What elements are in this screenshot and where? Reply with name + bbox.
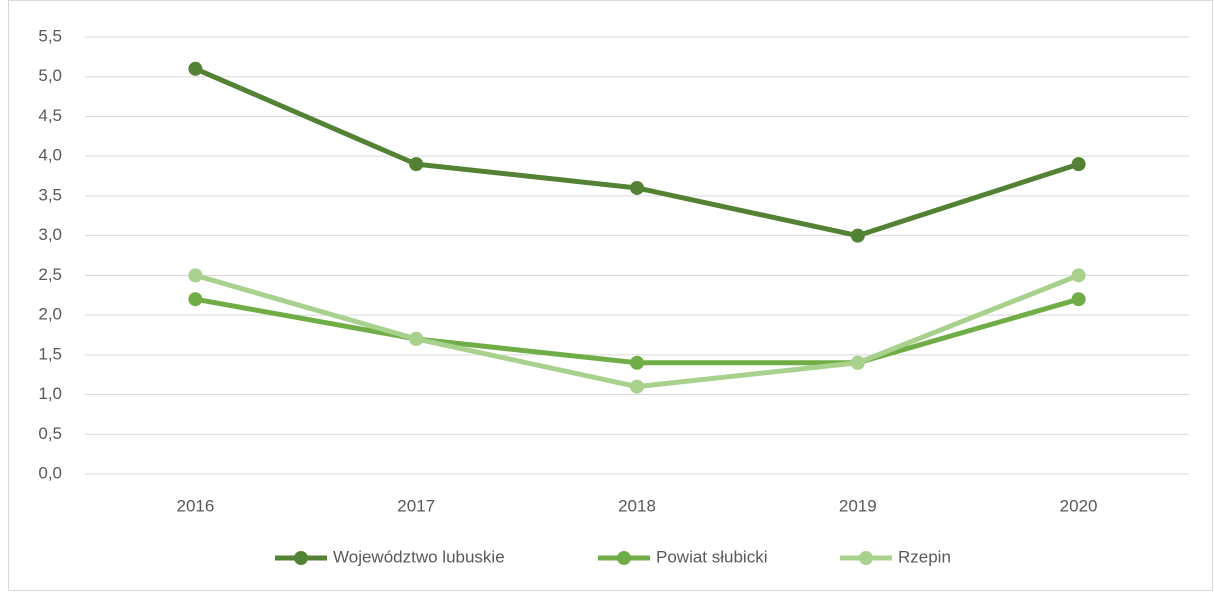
data-point	[188, 61, 203, 76]
data-point	[630, 180, 644, 195]
data-point	[1071, 292, 1086, 307]
legend-label: Powiat słubicki	[656, 547, 768, 566]
y-tick-label: 0,5	[38, 424, 62, 443]
y-tick-label: 2,0	[38, 305, 62, 324]
data-point	[188, 268, 203, 283]
chart-frame	[8, 0, 1213, 591]
legend-marker	[294, 551, 308, 565]
data-point	[409, 331, 424, 346]
x-tick-label: 2019	[839, 496, 877, 515]
data-point	[630, 355, 644, 370]
data-point	[1071, 157, 1086, 172]
data-point	[409, 157, 424, 172]
data-point	[630, 379, 644, 394]
data-point	[188, 292, 203, 307]
y-tick-label: 5,0	[38, 66, 62, 85]
data-point	[850, 355, 865, 370]
legend-marker	[859, 551, 873, 565]
data-point	[1071, 268, 1086, 283]
y-tick-label: 4,0	[38, 146, 62, 165]
y-tick-label: 1,0	[38, 384, 62, 403]
y-tick-label: 4,5	[38, 106, 62, 125]
y-tick-label: 2,5	[38, 265, 62, 284]
y-tick-label: 5,5	[38, 26, 62, 45]
y-tick-label: 1,5	[38, 344, 62, 363]
x-tick-label: 2018	[618, 496, 656, 515]
x-tick-label: 2016	[176, 496, 214, 515]
y-tick-label: 0,0	[38, 463, 62, 482]
y-tick-label: 3,0	[38, 225, 62, 244]
x-tick-label: 2017	[397, 496, 435, 515]
legend-label: Województwo lubuskie	[333, 547, 505, 566]
series-line	[194, 66, 1080, 239]
y-tick-label: 3,5	[38, 185, 62, 204]
legend-label: Rzepin	[898, 547, 951, 566]
series-line	[194, 272, 1080, 390]
legend-marker	[617, 551, 631, 565]
series-line	[194, 296, 1080, 366]
x-tick-label: 2020	[1060, 496, 1098, 515]
data-point	[850, 228, 865, 243]
